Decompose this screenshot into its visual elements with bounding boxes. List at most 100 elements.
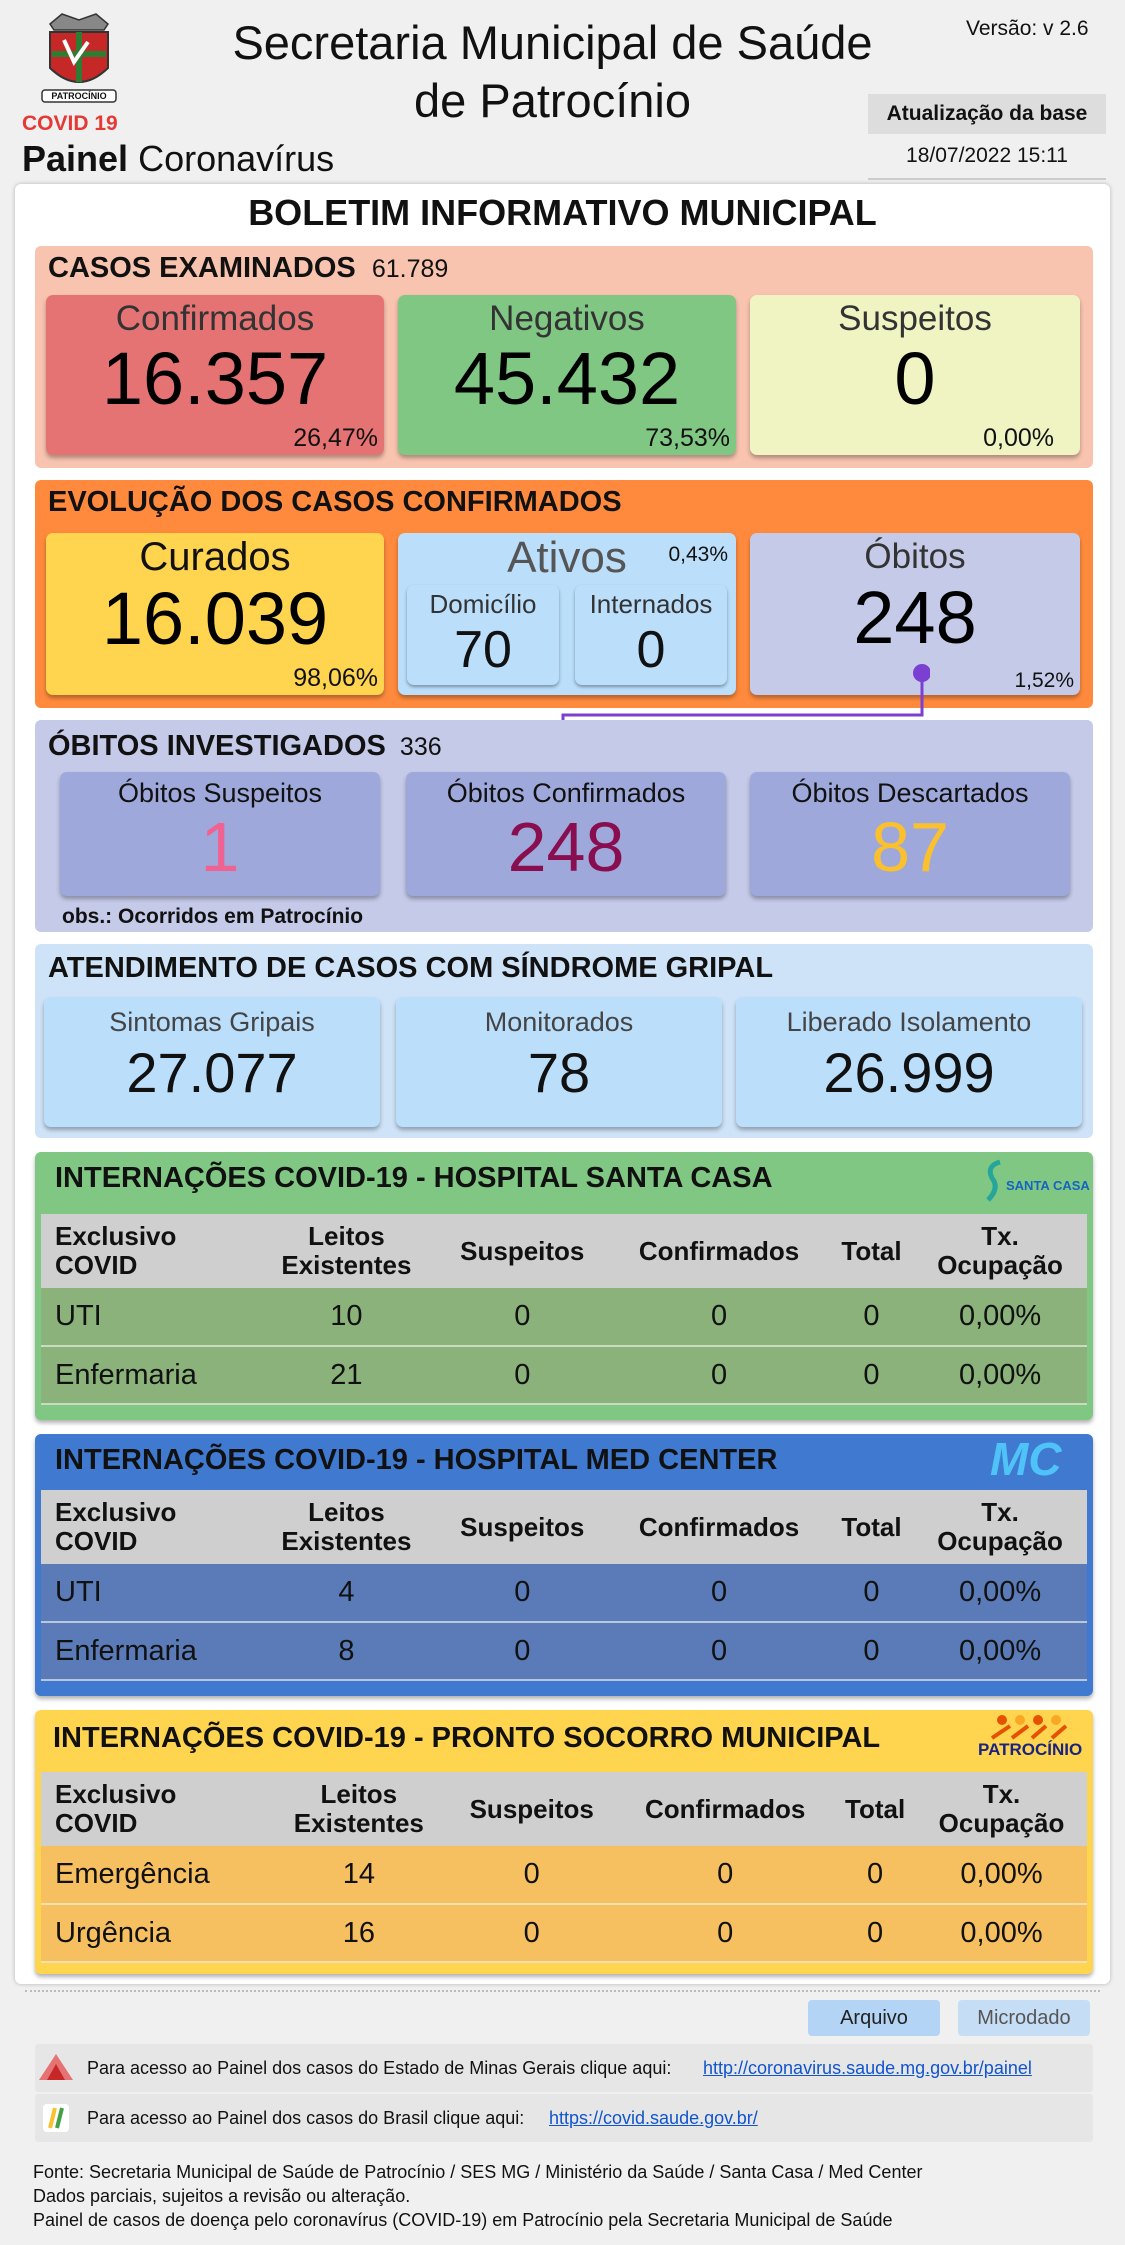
page-title-line2: de Patrocínio (414, 74, 691, 127)
internados-value: 0 (636, 621, 666, 679)
col-exclusivo: Exclusivo COVID (55, 1221, 177, 1280)
suspeitos-value: 0 (894, 337, 936, 420)
update-label: Atualização da base (868, 94, 1106, 134)
cell-ocupacao: 0,00% (960, 1916, 1043, 1949)
version-label: Versão: v 2.6 (966, 17, 1089, 40)
liberado-value: 26.999 (823, 1041, 995, 1104)
col-confirmados: Confirmados (645, 1793, 806, 1824)
sintomas-label: Sintomas Gripais (109, 1007, 315, 1037)
mg-link[interactable]: http://coronavirus.saude.mg.gov.br/paine… (703, 2058, 1032, 2078)
footer-line3: Painel de casos de doença pelo coronavír… (33, 2210, 893, 2230)
casos-examinados-heading: CASOS EXAMINADOS 61.789 (48, 252, 448, 285)
microdado-button[interactable]: Microdado (958, 2000, 1090, 2036)
logo-text: PATROCÍNIO (51, 91, 107, 101)
covid-label: COVID 19 (22, 112, 118, 135)
obitos-confirmados-label: Óbitos Confirmados (446, 778, 686, 808)
cell-suspeitos: 0 (514, 1358, 531, 1391)
monitorados-label: Monitorados (484, 1007, 634, 1037)
table-row: UTI 10 0 0 0 0,00% (41, 1288, 1087, 1346)
footer-line2: Dados parciais, sujeitos a revisão ou al… (33, 2186, 411, 2206)
cell-leitos: 21 (330, 1358, 363, 1391)
city-logo: PATROCÍNIO (38, 10, 120, 106)
curados-pct: 98,06% (293, 664, 378, 692)
obitos-investigados-total: 336 (399, 733, 442, 761)
santa-casa-title: INTERNAÇÕES COVID-19 - HOSPITAL SANTA CA… (55, 1162, 773, 1194)
obitos-label: Óbitos (864, 537, 966, 576)
cell-leitos: 4 (338, 1576, 355, 1608)
row-label: Enfermaria (55, 1358, 197, 1391)
table-row: Enfermaria 21 0 0 0 0,00% (41, 1346, 1087, 1404)
evolucao-title: EVOLUÇÃO DOS CASOS CONFIRMADOS (48, 486, 622, 518)
cell-total: 0 (863, 1300, 880, 1332)
domicilio-label: Domicílio (429, 589, 537, 619)
obitos-suspeitos-label: Óbitos Suspeitos (117, 778, 323, 808)
confirmados-value: 16.357 (101, 337, 329, 420)
col-ocupacao: Tx. Ocupação (938, 1779, 1065, 1838)
card-sintomas: Sintomas Gripais 27.077 (44, 997, 380, 1127)
cell-confirmados: 0 (710, 1634, 728, 1667)
negativos-pct: 73,53% (645, 424, 730, 452)
card-domicilio: Domicílio 70 (407, 585, 559, 685)
obitos-pct: 1,52% (1014, 669, 1074, 692)
card-obitos-suspeitos: Óbitos Suspeitos 1 (60, 772, 380, 896)
cell-total: 0 (867, 1916, 884, 1949)
card-obitos-confirmados: Óbitos Confirmados 248 (406, 772, 726, 896)
sintomas-value: 27.077 (126, 1041, 298, 1104)
bulletin-title: BOLETIM INFORMATIVO MUNICIPAL (248, 192, 877, 233)
page-title-line1: Secretaria Municipal de Saúde (232, 16, 873, 69)
arquivo-button[interactable]: Arquivo (808, 2000, 940, 2036)
pronto-socorro-title: INTERNAÇÕES COVID-19 - PRONTO SOCORRO MU… (53, 1722, 881, 1754)
cell-confirmados: 0 (710, 1576, 728, 1608)
monitorados-value: 78 (527, 1041, 591, 1104)
card-suspeitos: Suspeitos 0 0,00% (750, 295, 1080, 455)
table-row: UTI 4 0 0 0 0,00% (41, 1564, 1087, 1622)
curados-value: 16.039 (101, 577, 329, 660)
card-ativos: Ativos 0,43% Domicílio 70 Internados 0 (398, 533, 736, 695)
cell-ocupacao: 0,00% (958, 1300, 1042, 1332)
table-med-center: Exclusivo COVID Leitos Existentes Suspeito… (41, 1490, 1087, 1681)
col-exclusivo: Exclusivo COVID (55, 1497, 177, 1556)
cell-total: 0 (863, 1634, 880, 1667)
ativos-pct: 0,43% (668, 543, 728, 566)
obitos-suspeitos-value: 1 (200, 808, 240, 886)
cell-leitos: 8 (338, 1634, 355, 1667)
cell-ocupacao: 0,00% (958, 1358, 1042, 1391)
cell-suspeitos: 0 (523, 1858, 540, 1890)
cell-suspeitos: 0 (514, 1634, 531, 1667)
cell-confirmados: 0 (717, 1858, 734, 1890)
table-row: Urgência 16 0 0 0 0,00% (41, 1904, 1087, 1962)
obitos-descartados-value: 87 (871, 808, 949, 886)
painel-rest: Coronavírus (138, 138, 335, 179)
domicilio-value: 70 (454, 621, 512, 679)
cell-confirmados: 0 (710, 1300, 728, 1332)
mg-triangle-icon (39, 2054, 73, 2080)
cell-total: 0 (863, 1358, 880, 1391)
col-total: Total (841, 1235, 902, 1266)
br-link[interactable]: https://covid.saude.gov.br/ (549, 2108, 758, 2128)
row-label: UTI (55, 1576, 102, 1608)
suspeitos-label: Suspeitos (838, 299, 992, 338)
col-ocupacao: Tx. Ocupação (937, 1221, 1063, 1280)
obitos-obs: obs.: Ocorridos em Patrocínio (62, 905, 364, 928)
row-label: Enfermaria (55, 1634, 197, 1667)
card-internados: Internados 0 (575, 585, 727, 685)
br-link-text: Para acesso ao Painel dos casos do Brasi… (87, 2108, 525, 2128)
col-ocupacao: Tx. Ocupação (937, 1497, 1063, 1556)
col-total: Total (841, 1511, 902, 1542)
cell-total: 0 (867, 1858, 884, 1890)
cell-leitos: 16 (342, 1916, 375, 1949)
table-pronto-socorro: Exclusivo COVID Leitos Existentes Suspeito… (41, 1772, 1087, 1963)
row-label: Urgência (55, 1916, 172, 1949)
col-leitos: Leitos Existentes (293, 1779, 424, 1838)
card-monitorados: Monitorados 78 (396, 997, 722, 1127)
med-center-logo: MC (990, 1433, 1062, 1485)
section-pronto-socorro (35, 1710, 1093, 1974)
obitos-value: 248 (853, 576, 977, 659)
mg-link-text: Para acesso ao Painel dos casos do Estad… (87, 2058, 672, 2078)
internados-label: Internados (589, 589, 713, 619)
suspeitos-pct: 0,00% (983, 424, 1054, 452)
table-row: Emergência 14 0 0 0 0,00% (41, 1846, 1087, 1904)
col-confirmados: Confirmados (638, 1511, 800, 1542)
section-santa-casa (35, 1152, 1093, 1420)
negativos-label: Negativos (489, 299, 645, 338)
